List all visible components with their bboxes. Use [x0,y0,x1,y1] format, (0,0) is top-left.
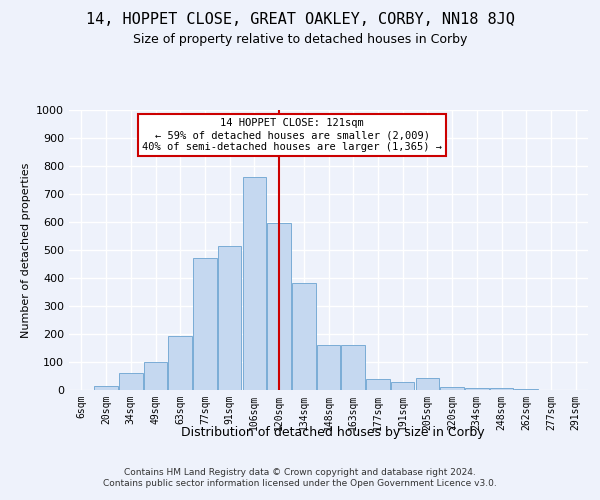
Bar [465,388,488,390]
Text: Contains HM Land Registry data © Crown copyright and database right 2024.: Contains HM Land Registry data © Crown c… [124,468,476,477]
Bar [144,362,167,390]
Bar [268,224,291,390]
Text: Size of property relative to detached houses in Corby: Size of property relative to detached ho… [133,32,467,46]
Bar [169,336,192,390]
Text: Distribution of detached houses by size in Corby: Distribution of detached houses by size … [181,426,485,439]
Text: 14, HOPPET CLOSE, GREAT OAKLEY, CORBY, NN18 8JQ: 14, HOPPET CLOSE, GREAT OAKLEY, CORBY, N… [86,12,514,28]
Bar [292,283,316,390]
Bar [341,345,365,390]
Bar [242,177,266,390]
Bar [119,372,143,390]
Bar [94,386,118,390]
Bar [218,246,241,390]
Bar [366,379,389,390]
Text: Contains public sector information licensed under the Open Government Licence v3: Contains public sector information licen… [103,480,497,488]
Text: 14 HOPPET CLOSE: 121sqm
← 59% of detached houses are smaller (2,009)
40% of semi: 14 HOPPET CLOSE: 121sqm ← 59% of detache… [142,118,442,152]
Bar [514,389,538,390]
Bar [193,258,217,390]
Bar [416,378,439,390]
Y-axis label: Number of detached properties: Number of detached properties [20,162,31,338]
Bar [490,388,513,390]
Bar [391,382,415,390]
Bar [317,345,340,390]
Bar [440,387,464,390]
